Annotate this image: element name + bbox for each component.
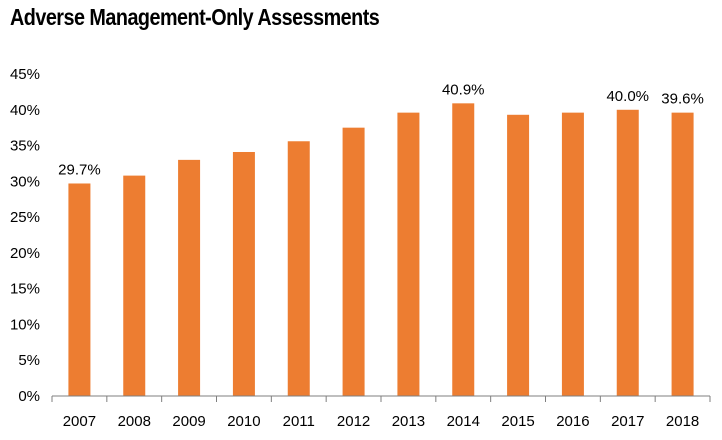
x-tick-label: 2016	[556, 413, 589, 430]
bars	[68, 103, 694, 397]
bar	[232, 151, 255, 396]
bar	[671, 112, 694, 396]
x-tick-label: 2015	[501, 413, 534, 430]
bar	[68, 183, 91, 396]
bar	[561, 112, 584, 396]
data-label: 39.6%	[661, 91, 704, 108]
x-tick-label: 2012	[337, 413, 370, 430]
x-tick-label: 2009	[172, 413, 205, 430]
bar	[616, 109, 639, 397]
y-tick-label: 45%	[10, 66, 40, 83]
bar	[452, 103, 475, 397]
bar	[178, 159, 201, 396]
bar	[287, 141, 310, 396]
x-axis-labels: 2007 2008 2009 2010 2011 2012 2013 2014 2015 2016…	[63, 413, 700, 430]
bar	[123, 175, 146, 396]
data-label: 29.7%	[58, 161, 101, 178]
y-tick-label: 25%	[10, 209, 40, 226]
y-tick-label: 40%	[10, 102, 40, 119]
x-tick-label: 2017	[611, 413, 644, 430]
bar	[342, 127, 365, 397]
x-tick-label: 2010	[227, 413, 260, 430]
chart-title: Adverse Management-Only Assessments	[10, 4, 380, 30]
y-tick-label: 10%	[10, 316, 40, 333]
x-tick-label: 2013	[392, 413, 425, 430]
data-label: 40.9%	[442, 81, 485, 98]
y-tick-label: 35%	[10, 138, 40, 155]
x-tick-label: 2008	[118, 413, 151, 430]
bar	[397, 112, 420, 396]
y-tick-label: 20%	[10, 245, 40, 262]
y-axis-ticks: 0% 5% 10% 15% 20% 25% 30% 35% 40% 45%	[10, 66, 40, 405]
y-tick-label: 0%	[18, 388, 40, 405]
x-axis-ticks	[51, 396, 711, 402]
x-tick-label: 2007	[63, 413, 96, 430]
x-tick-label: 2014	[447, 413, 480, 430]
bar	[507, 114, 530, 396]
data-labels: 29.7% 40.9% 40.0% 39.6%	[58, 81, 704, 178]
y-tick-label: 30%	[10, 173, 40, 190]
y-tick-label: 5%	[18, 352, 40, 369]
x-tick-label: 2011	[283, 413, 315, 430]
x-tick-label: 2018	[666, 413, 699, 430]
y-tick-label: 15%	[10, 281, 40, 298]
data-label: 40.0%	[606, 88, 649, 105]
